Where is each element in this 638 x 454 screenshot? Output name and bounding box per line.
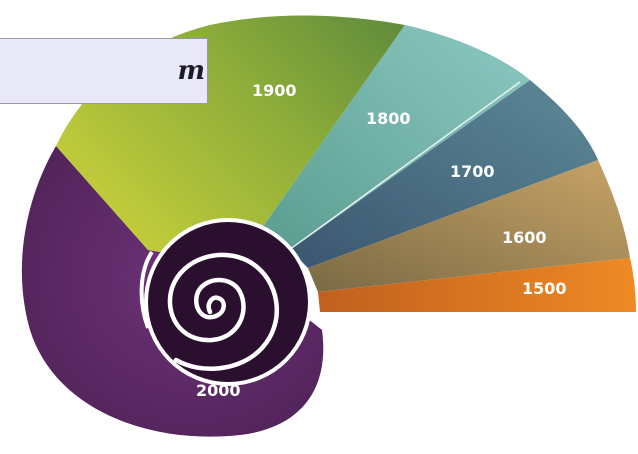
- spiral-outer-edge: [139, 250, 154, 329]
- era-segment-1600: [308, 160, 630, 292]
- era-segment-1700: [290, 80, 598, 268]
- era-label-1800: 1800: [366, 109, 411, 128]
- era-label-1600: 1600: [502, 228, 547, 247]
- title-box: m: [0, 38, 208, 104]
- title-text: m: [177, 56, 205, 86]
- era-segment-1500: [318, 258, 636, 312]
- era-label-2000: 2000: [196, 381, 241, 400]
- era-label-1900: 1900: [252, 81, 297, 100]
- era-divider-line: [291, 81, 521, 249]
- era-label-1700: 1700: [450, 162, 495, 181]
- era-label-1500: 1500: [522, 279, 567, 298]
- spiral-line: [167, 252, 279, 371]
- era-segment-1800: [262, 25, 530, 250]
